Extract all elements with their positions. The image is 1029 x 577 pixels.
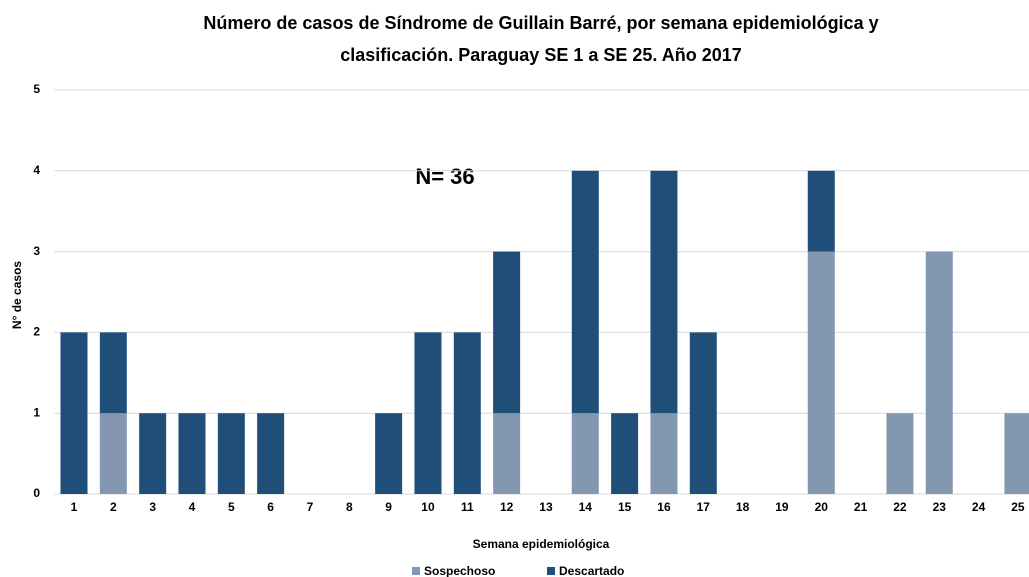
chart-title: clasificación. Paraguay SE 1 a SE 25. Añ…	[340, 45, 742, 65]
bar	[257, 413, 285, 494]
y-tick-label: 4	[33, 163, 40, 177]
x-tick-label: 3	[149, 500, 156, 514]
bar	[650, 170, 678, 414]
x-tick-label: 24	[972, 500, 986, 514]
y-tick-label: 1	[33, 405, 40, 419]
x-tick-label: 18	[736, 500, 750, 514]
x-tick-label: 2	[110, 500, 117, 514]
x-tick-label: 23	[933, 500, 947, 514]
y-tick-label: 3	[33, 244, 40, 258]
x-tick-label: 25	[1011, 500, 1025, 514]
x-tick-label: 13	[539, 500, 553, 514]
legend-swatch	[547, 567, 555, 575]
y-tick-label: 5	[33, 82, 40, 96]
y-axis-label: N° de casos	[10, 261, 24, 329]
bar	[375, 413, 403, 494]
bar	[807, 251, 835, 494]
bar	[571, 413, 599, 494]
x-tick-label: 10	[421, 500, 435, 514]
x-tick-label: 9	[385, 500, 392, 514]
legend-swatch	[412, 567, 420, 575]
bar	[217, 413, 245, 494]
x-tick-label: 6	[267, 500, 274, 514]
x-tick-label: 4	[189, 500, 196, 514]
x-tick-label: 17	[697, 500, 711, 514]
bar	[60, 332, 88, 494]
x-tick-label: 8	[346, 500, 353, 514]
bar	[807, 170, 835, 252]
bar	[493, 251, 521, 414]
chart-title: Número de casos de Síndrome de Guillain …	[203, 13, 878, 33]
bar	[178, 413, 206, 494]
x-tick-label: 11	[461, 500, 474, 514]
bar	[414, 332, 442, 494]
legend-label: Descartado	[559, 564, 624, 577]
x-tick-label: 16	[657, 500, 671, 514]
x-axis-label: Semana epidemiológica	[473, 537, 610, 551]
bar	[99, 413, 127, 494]
x-tick-label: 7	[307, 500, 314, 514]
bar	[925, 251, 953, 494]
x-tick-label: 21	[854, 500, 868, 514]
bar	[886, 413, 914, 494]
y-tick-label: 0	[33, 486, 40, 500]
x-tick-label: 12	[500, 500, 514, 514]
bar	[611, 413, 639, 494]
bar	[650, 413, 678, 494]
x-tick-label: 14	[579, 500, 593, 514]
bar	[571, 170, 599, 414]
bar	[493, 413, 521, 494]
bar	[99, 332, 127, 414]
x-tick-label: 22	[893, 500, 907, 514]
annotation: N= 36	[415, 164, 474, 189]
x-tick-label: 1	[71, 500, 78, 514]
x-tick-label: 20	[815, 500, 829, 514]
y-tick-label: 2	[33, 325, 40, 339]
x-tick-label: 15	[618, 500, 632, 514]
bar	[453, 332, 481, 494]
bar	[689, 332, 717, 494]
legend-label: Sospechoso	[424, 564, 495, 577]
x-tick-label: 19	[775, 500, 789, 514]
bar	[139, 413, 167, 494]
bar	[1004, 413, 1029, 494]
x-tick-label: 5	[228, 500, 235, 514]
